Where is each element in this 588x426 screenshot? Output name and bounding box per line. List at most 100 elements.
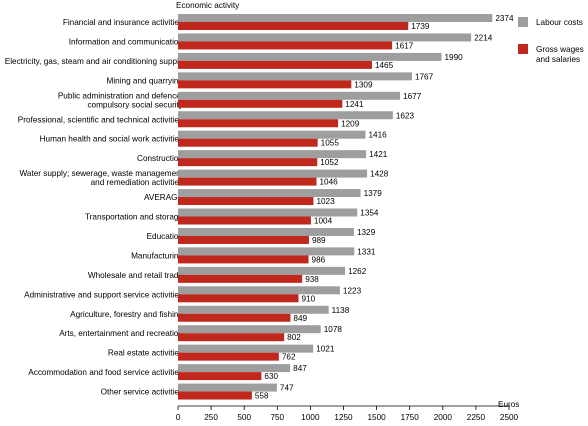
data-label: 1223	[343, 286, 362, 295]
x-tick-label: 1750	[401, 413, 420, 422]
data-label: 2214	[474, 33, 493, 42]
category-label: Professional, scientific and technical a…	[18, 115, 183, 124]
category-labels: Financial and insurance activities Inform…	[5, 18, 184, 397]
category-label: AVERAGE	[144, 193, 184, 202]
category-label: Wholesale and retail trade	[88, 271, 184, 280]
category-label-line: compulsory social security	[87, 100, 183, 109]
gross-wages-bar	[178, 391, 252, 400]
x-tick-label: 0	[176, 413, 181, 422]
category-label: Water supply; sewerage, waste management…	[19, 169, 183, 187]
x-tick-label: 500	[237, 413, 251, 422]
labour-costs-bar	[178, 325, 321, 334]
category-label: Manufacturing	[131, 251, 183, 260]
category-label: Accommodation and food service activitie…	[28, 368, 183, 377]
data-label: 1428	[370, 170, 389, 179]
category-label: Agriculture, forestry and fishing	[70, 310, 183, 319]
category-label: Other service activities	[101, 388, 183, 397]
data-label: 630	[264, 372, 278, 381]
gross-wages-bar	[178, 119, 339, 128]
labour-costs-bar	[178, 383, 277, 392]
category-label: Real estate activities	[108, 349, 183, 358]
data-label: 847	[293, 364, 307, 373]
data-label: 1055	[321, 139, 340, 148]
category-label-line: Transportation and storage	[85, 213, 183, 222]
gross-wages-bar	[178, 138, 318, 147]
labour-costs-bar	[178, 150, 367, 159]
category-label-line: Administrative and support service activ…	[24, 290, 183, 299]
category-label-line: Accommodation and food service activitie…	[28, 368, 183, 377]
category-label-line: Construction	[137, 154, 183, 163]
category-label-line: Water supply; sewerage, waste management	[19, 169, 183, 178]
bars: 2374 2214 1990 1767 1677 1623 1416 1421 1428 1379…	[178, 14, 514, 401]
x-axis-title: Euros	[498, 400, 519, 409]
x-tick-label: 250	[204, 413, 218, 422]
category-label-line: Human health and social work activities	[40, 135, 183, 144]
data-label: 910	[301, 294, 315, 303]
category-label: Arts, entertainment and recreation	[59, 329, 183, 338]
data-label: 849	[293, 314, 307, 323]
gross-wages-bar	[178, 313, 291, 322]
labour-costs-bar	[178, 72, 412, 81]
gross-wages-bar	[178, 372, 262, 381]
y-axis-title: Economic activity	[176, 1, 240, 10]
data-label: 1990	[444, 53, 463, 62]
data-label: 1767	[415, 72, 434, 81]
labour-costs-bar	[178, 227, 354, 236]
legend-swatch	[518, 44, 528, 54]
data-label: 989	[312, 236, 326, 245]
legend-label: Labour costs	[536, 18, 583, 27]
data-label: 1138	[332, 306, 350, 315]
data-label: 1329	[357, 228, 376, 237]
x-axis-ticks: 0 250 500 750 1000 1250 1500 1750 2000 2250 2500	[176, 406, 519, 422]
labour-costs-bar	[178, 247, 355, 256]
category-label-line: Professional, scientific and technical a…	[18, 115, 183, 124]
category-label: Information and communication	[69, 37, 184, 46]
category-label-line: Other service activities	[101, 388, 183, 397]
labour-costs-bar	[178, 286, 340, 295]
labour-costs-bar	[178, 14, 493, 22]
category-label: Financial and insurance activities	[63, 18, 183, 27]
gross-wages-bar	[178, 274, 303, 283]
category-label: Construction	[137, 154, 183, 163]
category-label-line: Mining and quarrying	[107, 76, 184, 85]
gross-wages-bar	[178, 177, 317, 186]
legend-label: and salaries	[536, 55, 580, 64]
category-label-line: Arts, entertainment and recreation	[59, 329, 183, 338]
data-label: 1241	[345, 100, 364, 109]
data-label: 1004	[314, 217, 333, 226]
data-label: 1623	[396, 111, 415, 120]
data-label: 558	[255, 392, 269, 401]
gross-wages-bar	[178, 197, 314, 206]
category-label-line: Agriculture, forestry and fishing	[70, 310, 183, 319]
data-label: 1046	[319, 178, 338, 187]
x-tick-label: 1500	[367, 413, 386, 422]
category-label-line: Real estate activities	[108, 349, 183, 358]
labour-costs-bar	[178, 91, 401, 100]
gross-wages-bar	[178, 60, 372, 69]
category-label-line: Wholesale and retail trade	[88, 271, 184, 280]
category-label-line: Financial and insurance activities	[63, 18, 183, 27]
category-label: Electricity, gas, steam and air conditio…	[5, 57, 184, 66]
category-label: Human health and social work activities	[40, 135, 183, 144]
labour-costs-bar	[178, 52, 442, 61]
x-tick-label: 2500	[500, 413, 519, 422]
gross-wages-bar	[178, 41, 393, 50]
gross-wages-bar	[178, 333, 285, 342]
data-label: 1617	[395, 41, 414, 50]
gross-wages-bar	[178, 158, 318, 167]
x-tick-label: 1000	[301, 413, 320, 422]
x-tick-label: 2000	[434, 413, 453, 422]
legend-item: Labour costs	[518, 17, 583, 27]
legend-label: Gross wages	[536, 45, 584, 54]
data-label: 762	[282, 353, 296, 362]
category-label-line: Electricity, gas, steam and air conditio…	[5, 57, 184, 66]
data-label: 2374	[495, 14, 514, 23]
labour-costs-bar	[178, 344, 314, 353]
data-label: 1465	[375, 61, 394, 70]
data-label: 1309	[354, 80, 373, 89]
labour-costs-bar	[178, 189, 361, 198]
data-label: 1262	[348, 267, 367, 276]
